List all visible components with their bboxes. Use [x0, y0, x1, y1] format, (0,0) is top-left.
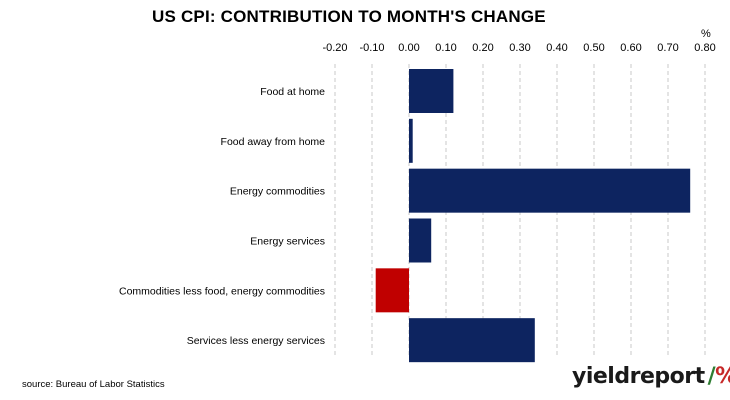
unit-label: % — [701, 28, 711, 40]
bar — [409, 69, 454, 113]
logo-percent-icon: /% — [707, 364, 730, 389]
category-label: Energy commodities — [230, 186, 325, 198]
x-tick-label: 0.80 — [694, 42, 715, 54]
x-tick-label: 0.70 — [657, 42, 678, 54]
x-tick-label: -0.10 — [359, 42, 384, 54]
category-label: Commodities less food, energy commoditie… — [119, 285, 325, 297]
x-tick-label: 0.10 — [435, 42, 456, 54]
bar — [409, 168, 691, 213]
x-tick-label: 0.20 — [472, 42, 493, 54]
x-tick-label: 0.30 — [509, 42, 530, 54]
chart-title: US CPI: CONTRIBUTION TO MONTH'S CHANGE — [152, 7, 546, 26]
category-label: Food away from home — [221, 136, 326, 148]
x-tick-label: 0.40 — [546, 42, 567, 54]
x-tick-label: 0.50 — [583, 42, 604, 54]
yieldreport-logo: yieldreport/% — [572, 364, 730, 389]
bar — [409, 218, 432, 263]
bar — [409, 118, 413, 163]
x-tick-label: -0.20 — [322, 42, 347, 54]
x-tick-label: 0.60 — [620, 42, 641, 54]
category-label: Energy services — [250, 236, 325, 248]
category-label: Services less energy services — [187, 335, 325, 347]
bar — [409, 318, 535, 363]
source-note: source: Bureau of Labor Statistics — [22, 379, 165, 390]
x-tick-label: 0.00 — [398, 42, 419, 54]
logo-wordmark: yieldreport — [572, 364, 705, 389]
bar — [375, 268, 409, 313]
category-label: Food at home — [260, 86, 325, 98]
